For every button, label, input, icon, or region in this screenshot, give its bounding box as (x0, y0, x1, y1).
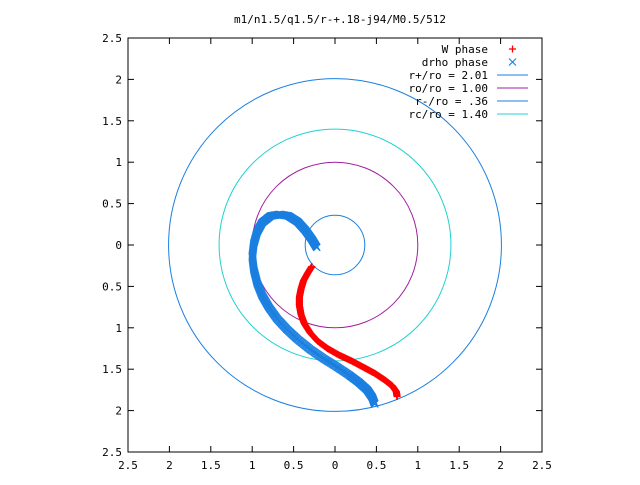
x-tick-label: 0.5 (284, 459, 304, 472)
legend-label: W phase (442, 43, 488, 56)
data-point-d2 (370, 400, 379, 408)
data-point (393, 393, 401, 401)
x-tick-label: 2.5 (118, 459, 138, 472)
x-tick-label: 2 (166, 459, 173, 472)
y-tick-label: 2.5 (102, 32, 122, 45)
data-point (370, 400, 379, 408)
x-tick-label: 2.5 (532, 459, 552, 472)
y-tick-label: 1 (115, 156, 122, 169)
y-tick-label: 2.5 (102, 446, 122, 459)
legend-label: ro/ro = 1.00 (409, 82, 488, 95)
legend-label: rc/ro = 1.40 (409, 108, 488, 121)
legend-marker (509, 45, 516, 53)
axis-ticks: 2.5 2 1.5 1 0.5 0 0.5 1 1.5 2 2.52.521.510.500.511… (102, 32, 552, 472)
y-tick-label: 2 (115, 73, 122, 86)
y-tick-label: 1 (115, 322, 122, 335)
y-tick-label: 0 (115, 239, 122, 252)
x-tick-label: 0 (332, 459, 339, 472)
legend-marker-d2 (508, 58, 517, 66)
y-tick-label: 2 (115, 405, 122, 418)
legend-label: r-/ro = .36 (415, 95, 488, 108)
x-tick-label: 1 (414, 459, 421, 472)
phase-points (248, 210, 401, 408)
y-tick-label: 0.5 (102, 280, 122, 293)
legend-label: drho phase (422, 56, 488, 69)
x-tick-label: 0.5 (366, 459, 386, 472)
y-tick-label: 1.5 (102, 363, 122, 376)
legend-label: r+/ro = 2.01 (409, 69, 488, 82)
circle-r-ring (168, 78, 502, 412)
x-tick-label: 1.5 (449, 459, 469, 472)
legend-marker (508, 58, 517, 66)
series-w-phase (295, 263, 401, 401)
x-tick-label: 1 (249, 459, 256, 472)
y-tick-label: 0.5 (102, 198, 122, 211)
x-tick-label: 2 (497, 459, 504, 472)
chart-title: m1/n1.5/q1.5/r-+.18-j94/M0.5/512 (234, 13, 446, 26)
x-tick-label: 1.5 (201, 459, 221, 472)
y-tick-label: 1.5 (102, 115, 122, 128)
circle-r-ring (304, 214, 366, 276)
series-drho-phase (248, 210, 379, 408)
